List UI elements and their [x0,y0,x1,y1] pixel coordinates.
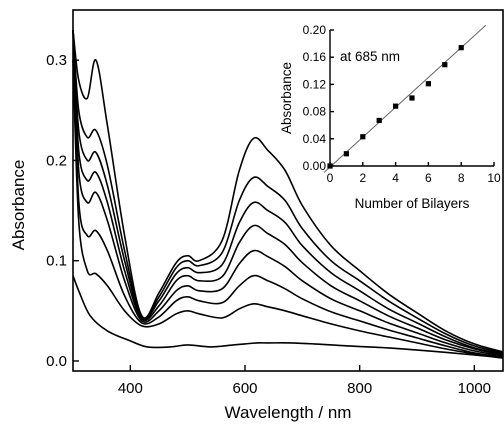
inset-data-point [458,45,464,51]
spectrum-line-3-bilayers [72,30,504,358]
spectrum-line-2-bilayers [72,60,504,359]
inset-y-tick-label: 0.16 [303,50,327,64]
spectrum-line-8-bilayers [72,30,504,353]
main-x-tick-label: 600 [232,380,257,397]
main-x-tick-label: 800 [347,380,372,397]
inset-y-tick-label: 0.12 [303,77,327,91]
inset-y-tick-label: 0.08 [303,105,327,119]
inset-data-point [409,95,415,101]
spectra-curves [72,30,504,359]
spectrum-line-6-bilayers [72,30,504,355]
inset-data-point [343,151,349,157]
inset-data-point [360,134,366,140]
inset-data-point [393,103,399,109]
main-y-axis-title: Absorbance [9,160,28,251]
main-x-tick-label: 1000 [458,380,491,397]
inset-x-ticks: 0 2 4 6 8 10 [327,162,501,185]
main-spectra-plot: 400 600 800 1000 0.0 0.1 0.2 0.3 Wavelength / … [9,9,504,422]
inset-x-tick-label: 4 [392,171,399,185]
inset-x-tick-label: 8 [458,171,465,185]
inset-y-ticks: 0.00 0.04 0.08 0.12 0.16 0.20 [303,23,334,173]
inset-y-tick-label: 0.04 [303,132,327,146]
spectrum-line-7-bilayers [72,30,504,354]
spectrum-line-1-bilayers [72,275,504,359]
main-x-axis-title: Wavelength / nm [225,403,352,422]
inset-x-axis-title: Number of Bilayers [355,196,470,211]
inset-y-axis-title: Absorbance [279,62,294,134]
main-y-tick-label: 0.0 [46,353,67,370]
inset-x-tick-label: 2 [359,171,366,185]
inset-data-point [376,117,382,124]
main-x-ticks: 400 600 800 1000 [118,365,491,397]
inset-plot: 0 2 4 6 8 10 0.00 0.04 0.08 0.12 0.16 0.20 at 685 … [279,23,501,211]
main-x-tick-label: 400 [118,380,143,397]
main-y-tick-label: 0.2 [46,152,67,169]
main-plot-frame [72,9,504,372]
inset-x-tick-label: 6 [425,171,432,185]
inset-x-tick-label: 0 [327,171,334,185]
inset-data-point [442,62,448,68]
inset-data-point [425,81,431,87]
inset-x-tick-label: 10 [487,171,501,185]
main-y-tick-label: 0.1 [46,253,67,270]
spectrum-line-5-bilayers [72,30,504,356]
inset-y-tick-label: 0.00 [303,159,327,173]
main-y-tick-label: 0.3 [46,52,67,69]
inset-annotation: at 685 nm [340,49,400,64]
spectrum-line-4-bilayers [72,30,504,357]
main-y-ticks: 0.0 0.1 0.2 0.3 [46,52,79,370]
inset-y-tick-label: 0.20 [303,23,327,37]
